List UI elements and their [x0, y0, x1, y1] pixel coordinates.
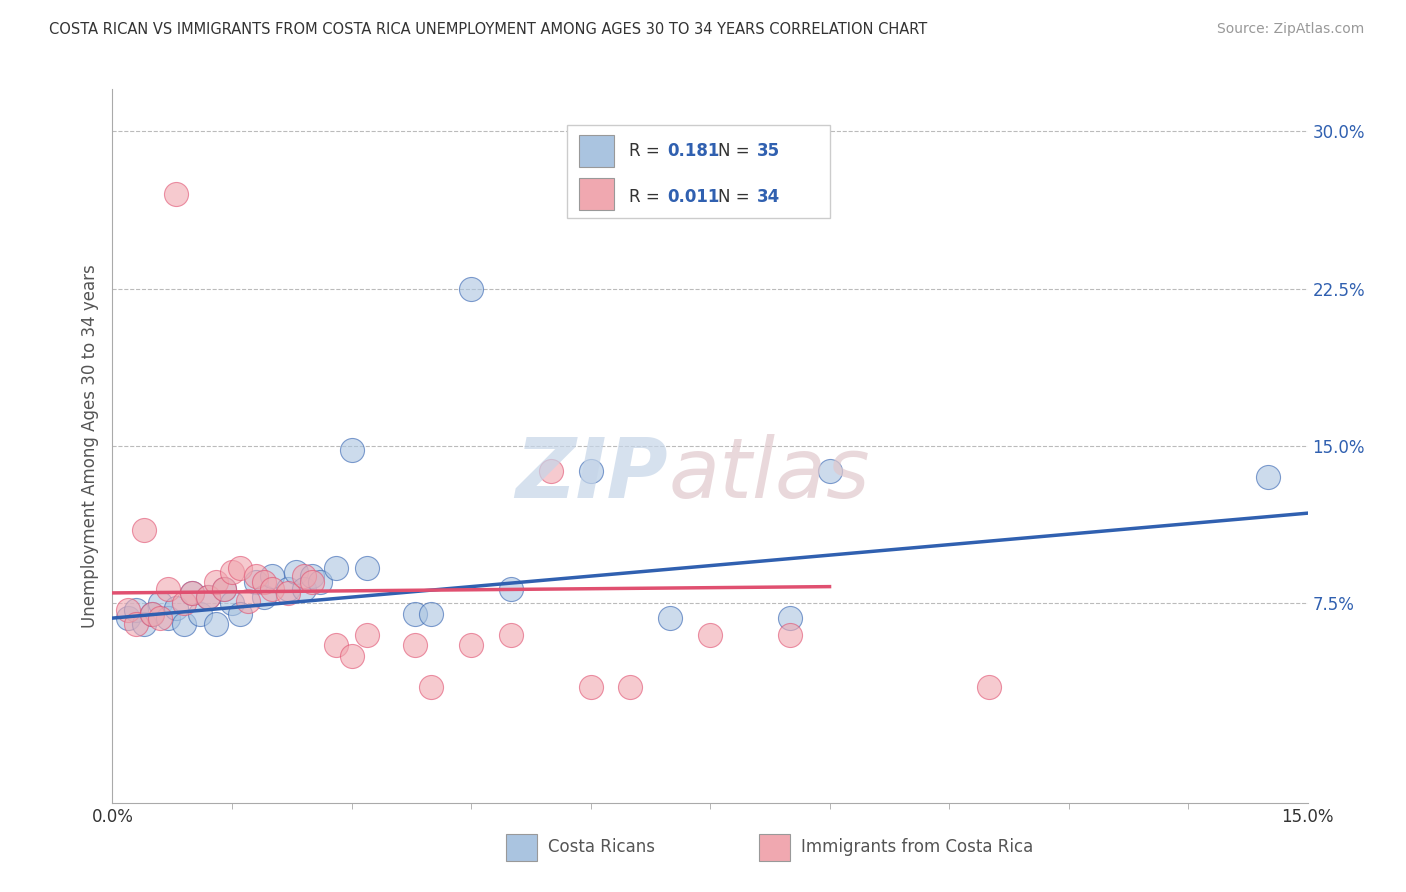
Text: R =: R = [628, 142, 665, 160]
Point [165, 600, 187, 615]
Point [1257, 470, 1279, 484]
Point [212, 582, 235, 596]
Point [977, 681, 1000, 695]
Point [540, 464, 562, 478]
Point [181, 586, 204, 600]
Point [260, 582, 283, 596]
Point [173, 596, 195, 610]
Point [245, 575, 267, 590]
Point [325, 639, 347, 653]
Point [404, 639, 426, 653]
Point [117, 603, 139, 617]
Text: COSTA RICAN VS IMMIGRANTS FROM COSTA RICA UNEMPLOYMENT AMONG AGES 30 TO 34 YEARS: COSTA RICAN VS IMMIGRANTS FROM COSTA RIC… [49, 22, 928, 37]
Point [292, 569, 315, 583]
Point [253, 590, 276, 604]
Text: 35: 35 [756, 142, 780, 160]
Text: 0.011: 0.011 [666, 188, 720, 206]
Point [181, 586, 204, 600]
Text: ZIP: ZIP [516, 434, 668, 515]
Text: N =: N = [718, 188, 755, 206]
Point [284, 565, 307, 579]
Point [149, 596, 172, 610]
Point [460, 282, 482, 296]
Point [579, 681, 602, 695]
Point [188, 607, 211, 621]
Point [301, 575, 323, 590]
Point [619, 681, 641, 695]
Point [659, 611, 682, 625]
Text: R =: R = [628, 188, 665, 206]
Text: 0.181: 0.181 [666, 142, 720, 160]
Point [134, 523, 156, 537]
Text: N =: N = [718, 142, 755, 160]
Point [221, 565, 243, 579]
Point [356, 560, 378, 574]
Point [277, 586, 299, 600]
Point [253, 575, 276, 590]
Point [229, 607, 252, 621]
Point [165, 187, 187, 202]
Point [197, 590, 219, 604]
FancyBboxPatch shape [567, 125, 830, 218]
Point [157, 611, 180, 625]
Text: Source: ZipAtlas.com: Source: ZipAtlas.com [1216, 22, 1364, 37]
Point [818, 464, 841, 478]
Point [141, 607, 163, 621]
Point [356, 628, 378, 642]
Point [308, 575, 330, 590]
Point [141, 607, 163, 621]
Point [325, 560, 347, 574]
Point [260, 569, 283, 583]
Point [404, 607, 426, 621]
Text: 34: 34 [756, 188, 780, 206]
Point [499, 628, 522, 642]
Point [221, 596, 243, 610]
FancyBboxPatch shape [579, 135, 614, 167]
Point [340, 443, 363, 458]
Point [699, 628, 721, 642]
Point [212, 582, 235, 596]
Point [157, 582, 180, 596]
Point [125, 617, 148, 632]
Point [229, 560, 252, 574]
Y-axis label: Unemployment Among Ages 30 to 34 years: Unemployment Among Ages 30 to 34 years [80, 264, 98, 628]
Point [460, 639, 482, 653]
Point [173, 617, 195, 632]
Text: Immigrants from Costa Rica: Immigrants from Costa Rica [801, 838, 1033, 856]
Point [125, 603, 148, 617]
Text: Costa Ricans: Costa Ricans [548, 838, 655, 856]
Point [236, 594, 259, 608]
Point [197, 590, 219, 604]
Point [301, 569, 323, 583]
Point [340, 648, 363, 663]
Point [420, 681, 443, 695]
Point [117, 611, 139, 625]
Point [420, 607, 443, 621]
Point [149, 611, 172, 625]
Point [779, 611, 801, 625]
Point [499, 582, 522, 596]
Point [205, 617, 228, 632]
Text: atlas: atlas [668, 434, 870, 515]
Point [292, 582, 315, 596]
Point [579, 464, 602, 478]
FancyBboxPatch shape [579, 178, 614, 211]
Point [245, 569, 267, 583]
Point [205, 575, 228, 590]
Point [779, 628, 801, 642]
Point [277, 582, 299, 596]
Point [134, 617, 156, 632]
